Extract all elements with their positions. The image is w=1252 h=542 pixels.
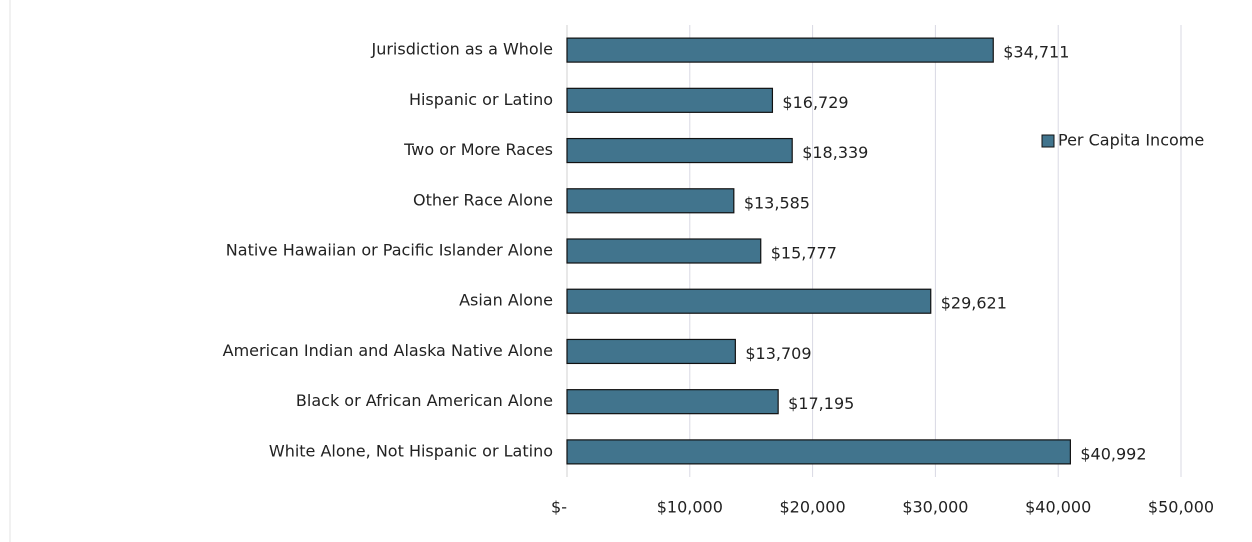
y-tick-label: Black or African American Alone bbox=[296, 391, 553, 410]
value-label: $13,709 bbox=[745, 344, 811, 363]
value-label: $16,729 bbox=[782, 93, 848, 112]
x-tick-label: $30,000 bbox=[902, 498, 968, 517]
y-tick-label: Hispanic or Latino bbox=[409, 90, 553, 109]
x-tick-label: $40,000 bbox=[1025, 498, 1091, 517]
y-tick-label: Native Hawaiian or Pacific Islander Alon… bbox=[226, 241, 553, 260]
x-tick-label: $20,000 bbox=[780, 498, 846, 517]
bar bbox=[566, 338, 736, 365]
y-tick-label: American Indian and Alaska Native Alone bbox=[223, 341, 553, 360]
y-tick-label: Jurisdiction as a Whole bbox=[370, 40, 553, 59]
value-label: $13,585 bbox=[744, 193, 810, 212]
bar bbox=[566, 137, 793, 164]
y-tick-label: White Alone, Not Hispanic or Latino bbox=[269, 441, 553, 460]
value-label: $29,621 bbox=[941, 294, 1007, 313]
bar bbox=[566, 188, 735, 214]
bar bbox=[566, 87, 774, 113]
value-label: $40,992 bbox=[1080, 444, 1146, 463]
y-tick-label: Asian Alone bbox=[459, 291, 553, 310]
x-tick-label: $50,000 bbox=[1148, 498, 1214, 517]
bar bbox=[566, 288, 932, 314]
bar bbox=[566, 389, 779, 415]
legend-label: Per Capita Income bbox=[1058, 131, 1204, 150]
value-label: $18,339 bbox=[802, 143, 868, 162]
value-label: $17,195 bbox=[788, 394, 854, 413]
bar bbox=[566, 37, 994, 63]
x-tick-label: $10,000 bbox=[657, 498, 723, 517]
legend-swatch bbox=[1041, 134, 1055, 148]
value-label: $34,711 bbox=[1003, 43, 1069, 62]
value-label: $15,777 bbox=[771, 244, 837, 263]
y-tick-label: Two or More Races bbox=[403, 140, 553, 159]
bar bbox=[566, 238, 762, 264]
y-tick-label: Other Race Alone bbox=[413, 190, 553, 209]
chart-frame bbox=[9, 0, 11, 542]
bar bbox=[566, 439, 1071, 465]
x-tick-label: $- bbox=[551, 498, 567, 517]
